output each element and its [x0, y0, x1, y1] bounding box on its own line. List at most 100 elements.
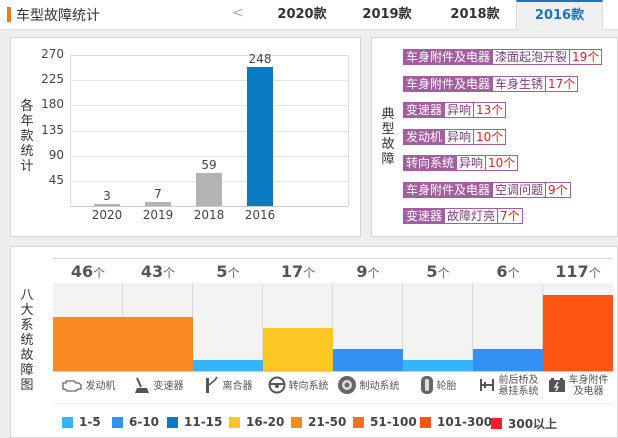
header-bar: 车型故障统计 < 2020款 2019款 2018款 2016款	[0, 0, 618, 30]
fault-issue: 异响	[457, 155, 487, 171]
fault-row[interactable]: 变速器 异响 13个	[403, 102, 507, 118]
count-unit: 个	[227, 266, 240, 280]
system-label-line: 离合器	[222, 380, 253, 392]
system-icon-cell[interactable]: 发动机	[53, 372, 123, 400]
system-bar-3[interactable]	[263, 328, 333, 371]
fault-system: 发动机	[403, 128, 446, 145]
fault-row[interactable]: 发动机 异响 10个	[403, 128, 507, 145]
year-bar-2019[interactable]	[145, 202, 171, 206]
system-label: 轮胎	[437, 381, 457, 392]
system-icon-cell[interactable]: 轮胎	[403, 372, 473, 400]
fault-system: 转向系统	[403, 155, 458, 171]
y-tick-label: 180	[41, 97, 64, 111]
y-tick-label: 225	[41, 72, 64, 86]
year-chart-panel	[10, 37, 361, 237]
count-value: 17	[280, 262, 304, 281]
legend-label: 51-100	[370, 415, 417, 429]
fault-row[interactable]: 变速器 故障灯亮 7个	[403, 208, 523, 224]
systems-ylabel-char: 障	[20, 363, 34, 378]
fault-row[interactable]: 车身附件及电器 空调问题 9个	[403, 181, 571, 198]
bar-value-label: 248	[248, 52, 272, 66]
year-bar-2016[interactable]	[247, 67, 273, 206]
legend-item: 21-50	[291, 415, 346, 429]
system-bar-5[interactable]	[403, 360, 473, 371]
count-unit: 个	[367, 266, 380, 280]
tab-2020[interactable]: 2020款	[277, 7, 327, 22]
gridline	[70, 156, 348, 157]
legend-item: 11-15	[167, 415, 222, 429]
icons-divider	[53, 403, 613, 404]
legend-swatch	[62, 416, 73, 428]
fault-count: 17个	[546, 75, 579, 92]
system-label-line: 轮胎	[436, 380, 457, 392]
chart-left-border	[70, 55, 71, 206]
fault-count: 10个	[474, 128, 507, 145]
legend-swatch	[353, 416, 364, 428]
tab-2018[interactable]: 2018款	[450, 7, 500, 22]
system-bar-4[interactable]	[333, 349, 403, 371]
legend-swatch	[420, 416, 431, 428]
fault-row[interactable]: 车身附件及电器 漆面起泡开裂 19个	[403, 49, 603, 65]
legend-item: 101-300	[420, 415, 492, 429]
count-value: 117	[555, 262, 589, 281]
year-ylabel-char: 款	[20, 129, 34, 144]
system-label: 发动机	[86, 381, 116, 392]
system-count: 5个	[193, 262, 263, 281]
system-bar-6[interactable]	[473, 349, 543, 371]
tire-icon	[420, 375, 437, 398]
system-bar-0[interactable]	[53, 317, 123, 371]
system-bar-1[interactable]	[123, 317, 193, 371]
tab-2019[interactable]: 2019款	[362, 7, 412, 22]
system-label-line: 发动机	[85, 380, 116, 392]
legend-label: 6-10	[129, 415, 160, 429]
y-tick-label: 45	[48, 173, 64, 187]
system-count: 46个	[53, 262, 123, 281]
faults-label-char: 型	[381, 122, 395, 137]
systems-ylabel-char: 大	[20, 303, 34, 318]
tab-prev-arrow[interactable]: <	[232, 5, 244, 21]
systems-ylabel-char: 八	[20, 288, 34, 303]
system-icon-cell[interactable]: 离合器	[193, 372, 263, 400]
count-unit: 个	[507, 266, 520, 280]
count-value: 9	[356, 262, 368, 281]
legend-label: 16-20	[246, 415, 285, 429]
fault-issue: 车身生锈	[493, 75, 547, 92]
column-background	[403, 283, 473, 371]
year-bar-2020[interactable]	[94, 204, 120, 206]
year-bar-2018[interactable]	[196, 173, 222, 206]
legend-swatch	[491, 418, 502, 429]
count-value: 6	[496, 262, 508, 281]
systems-ylabel-char: 统	[20, 333, 34, 348]
tab-2016[interactable]: 2016款	[516, 0, 603, 30]
gear-shift-icon	[133, 376, 154, 397]
fault-issue: 故障灯亮	[445, 208, 499, 224]
system-icon-cell[interactable]: 转向系统	[263, 372, 333, 400]
system-bar-7[interactable]	[543, 295, 613, 371]
fault-row[interactable]: 车身附件及电器 车身生锈 17个	[403, 75, 579, 92]
year-ylabel-char: 计	[20, 159, 34, 174]
legend-swatch	[112, 416, 123, 428]
fault-row[interactable]: 转向系统 异响 10个	[403, 155, 519, 171]
x-tick-label: 2019	[142, 208, 174, 222]
y-tick-label: 135	[41, 123, 64, 137]
system-icon-cell[interactable]: 变速器	[123, 372, 193, 400]
system-label: 变速器	[154, 381, 184, 392]
fault-issue: 漆面起泡开裂	[493, 49, 571, 65]
count-unit: 个	[93, 266, 106, 280]
faults-label-char: 障	[381, 152, 395, 167]
chart-right-border	[348, 55, 349, 206]
system-icon-cell[interactable]: 车身附件 及电器	[543, 372, 613, 400]
faults-label-char: 故	[381, 137, 395, 152]
system-label-line: 及电器	[573, 386, 604, 397]
fault-issue: 异响	[445, 102, 475, 118]
count-value: 5	[216, 262, 228, 281]
y-tick-label: 270	[41, 47, 64, 61]
system-icon-cell[interactable]: 制动系统	[333, 372, 403, 400]
system-icon-cell[interactable]: 前后桥及 悬挂系统	[473, 372, 543, 400]
system-count: 43个	[123, 262, 193, 281]
fault-system: 变速器	[403, 102, 446, 118]
gridline	[70, 80, 348, 81]
system-bar-2[interactable]	[193, 360, 263, 371]
system-label: 车身附件 及电器	[569, 375, 609, 397]
count-unit: 个	[437, 266, 450, 280]
